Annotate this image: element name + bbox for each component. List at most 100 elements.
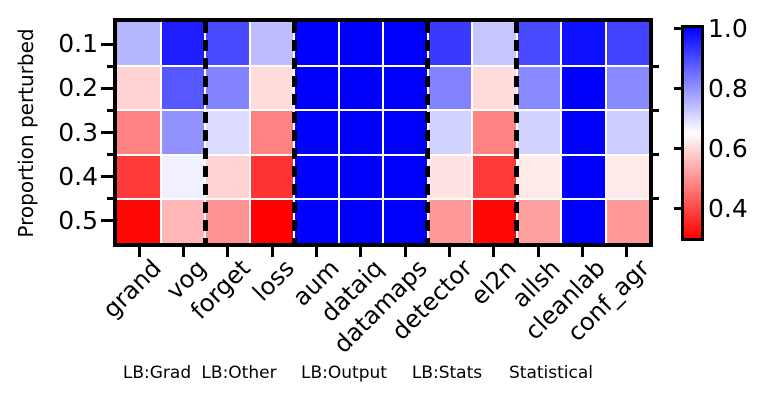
x-tick-mark [403,247,407,257]
heatmap-cell-vog-0.4 [161,155,204,199]
heatmap-cell-dataiq-0.3 [339,111,382,154]
heatmap-cell-allsh-0.2 [517,66,560,110]
heatmap-cell-cleanlab-0.5 [562,200,605,243]
heatmap-cell-grand-0.1 [117,22,160,65]
colorbar-tick-mark [674,86,681,90]
heatmap-cell-dataiq-0.1 [339,22,382,65]
heatmap-cell-forget-0.5 [206,200,249,243]
heatmap-cell-el2n-0.3 [473,111,516,154]
heatmap-cell-datamaps-0.4 [384,155,427,199]
heatmap-plot-area [113,18,653,247]
y-axis-label: Proportion perturbed [14,28,38,238]
heatmap-cell-el2n-0.1 [473,22,516,65]
heatmap-grid [117,22,649,243]
x-tick-mark [182,247,185,257]
heatmap-cell-datamaps-0.2 [384,66,427,110]
heatmap-cell-loss-0.5 [250,200,293,243]
colorbar-tick-label: 0.8 [708,74,748,103]
minor-tick-mark [653,197,659,201]
group-label-lb-other: LB:Other [201,363,277,383]
group-separator [424,22,430,243]
heatmap-cell-el2n-0.5 [473,200,516,243]
heatmap-cell-detector-0.2 [428,66,471,110]
heatmap-cell-allsh-0.4 [517,155,560,199]
heatmap-cell-datamaps-0.1 [384,22,427,65]
heatmap-cell-conf_agr-0.1 [606,22,649,65]
heatmap-cell-loss-0.2 [250,66,293,110]
colorbar-tick-mark [674,146,681,150]
heatmap-cell-grand-0.3 [117,111,160,154]
heatmap-cell-conf_agr-0.2 [606,66,649,110]
heatmap-cell-forget-0.2 [206,66,249,110]
group-separator [203,22,209,243]
heatmap-cell-dataiq-0.4 [339,155,382,199]
heatmap-cell-vog-0.3 [161,111,204,154]
y-tick-label: 0.2 [58,73,98,103]
colorbar-tick-label: 1.0 [708,14,748,43]
x-tick-mark [137,247,141,257]
heatmap-cell-dataiq-0.2 [339,66,382,110]
heatmap-cell-grand-0.2 [117,66,160,110]
heatmap-cell-detector-0.5 [428,200,471,243]
minor-tick-mark [107,197,113,201]
heatmap-cell-detector-0.3 [428,111,471,154]
heatmap-cell-conf_agr-0.5 [606,200,649,243]
y-tick-mark [101,175,113,179]
y-tick-label: 0.5 [58,205,98,235]
y-tick-label: 0.3 [58,117,98,147]
heatmap-cell-conf_agr-0.4 [606,155,649,199]
heatmap-cell-allsh-0.1 [517,22,560,65]
colorbar [681,25,704,241]
heatmap-cell-cleanlab-0.3 [562,111,605,154]
heatmap-cell-el2n-0.2 [473,66,516,110]
minor-tick-mark [653,108,659,112]
group-separator [291,22,297,243]
heatmap-cell-vog-0.5 [161,200,204,243]
heatmap-cell-loss-0.3 [250,111,293,154]
heatmap-cell-aum-0.4 [295,155,338,199]
heatmap-cell-forget-0.3 [206,111,249,154]
heatmap-cell-datamaps-0.5 [384,200,427,243]
y-tick-label: 0.1 [58,29,98,59]
heatmap-cell-allsh-0.3 [517,111,560,154]
heatmap-cell-aum-0.2 [295,66,338,110]
group-label-lb-grad: LB:Grad [122,363,192,383]
heatmap-cell-detector-0.4 [428,155,471,199]
group-label-statistical: Statistical [509,363,593,383]
minor-tick-mark [107,108,113,112]
heatmap-cell-loss-0.4 [250,155,293,199]
heatmap-cell-el2n-0.4 [473,155,516,199]
heatmap-cell-grand-0.5 [117,200,160,243]
x-tick-mark [536,247,540,257]
heatmap-cell-aum-0.5 [295,200,338,243]
x-tick-mark [448,247,451,257]
colorbar-gradient [684,28,701,238]
heatmap-cell-aum-0.3 [295,111,338,154]
x-tick-mark [581,247,584,257]
heatmap-cell-vog-0.2 [161,66,204,110]
minor-tick-mark [653,64,659,68]
heatmap-cell-dataiq-0.5 [339,200,382,243]
heatmap-cell-datamaps-0.3 [384,111,427,154]
heatmap-cell-forget-0.1 [206,22,249,65]
heatmap-cell-vog-0.1 [161,22,204,65]
heatmap-cell-aum-0.1 [295,22,338,65]
x-tick-mark [492,247,496,257]
heatmap-cell-conf_agr-0.3 [606,111,649,154]
heatmap-cell-cleanlab-0.2 [562,66,605,110]
heatmap-cell-grand-0.4 [117,155,160,199]
y-tick-mark [101,131,113,134]
group-separator [513,22,519,243]
heatmap-cell-loss-0.1 [250,22,293,65]
minor-tick-mark [653,153,659,157]
heatmap-cell-cleanlab-0.4 [562,155,605,199]
x-tick-mark [315,247,318,257]
heatmap-cell-forget-0.4 [206,155,249,199]
colorbar-tick-mark [674,26,681,30]
y-tick-mark [101,42,113,46]
group-label-lb-stats: LB:Stats [411,363,483,383]
group-label-lb-output: LB:Output [301,363,387,383]
colorbar-tick-label: 0.6 [708,134,748,163]
colorbar-tick-label: 0.4 [708,194,748,223]
